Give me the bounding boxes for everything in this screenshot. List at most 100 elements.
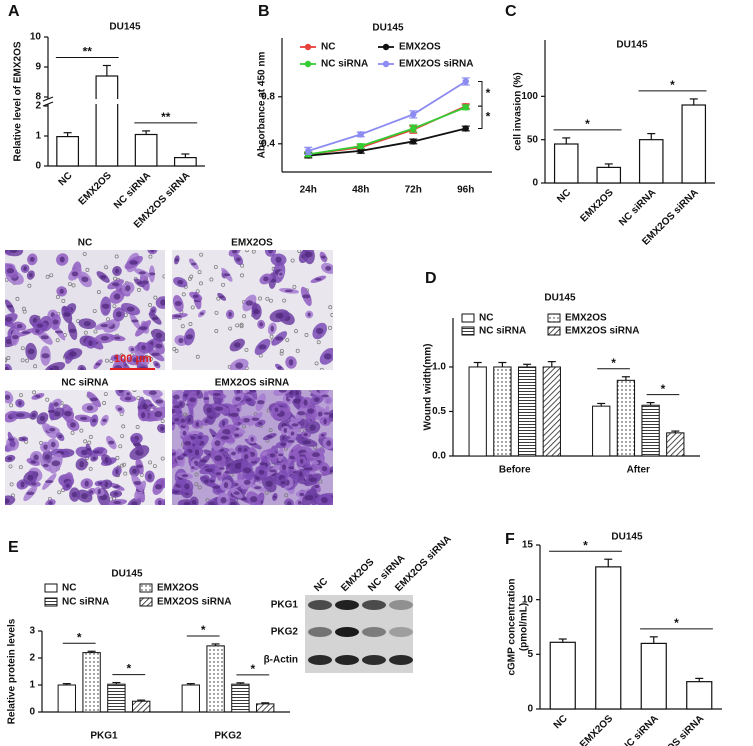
nucleus — [112, 282, 120, 287]
nucleus — [35, 328, 40, 334]
nucleus — [263, 276, 269, 282]
pore — [304, 332, 309, 337]
nucleus — [102, 418, 107, 423]
nucleus — [302, 440, 312, 445]
nucleus — [297, 500, 302, 505]
bar — [681, 104, 707, 184]
nucleus — [220, 497, 227, 504]
significance-label: * — [250, 662, 255, 676]
nucleus — [59, 256, 65, 263]
nucleus — [68, 328, 77, 333]
scale-bar-label: 100 μm — [114, 353, 152, 365]
y-axis-label: Relative level of EMX2OS — [13, 41, 24, 161]
nucleus — [155, 399, 164, 404]
nucleus — [138, 326, 148, 331]
blot-row-label: PKG2 — [271, 627, 299, 638]
pore — [120, 463, 125, 468]
nucleus — [180, 418, 186, 423]
nucleus — [113, 356, 118, 360]
point — [357, 131, 364, 138]
pore — [82, 251, 87, 256]
nucleus — [320, 496, 328, 504]
nucleus — [148, 404, 154, 407]
micrograph-label: EMX2OS — [231, 238, 273, 249]
nucleus — [113, 500, 122, 505]
pore — [119, 353, 124, 358]
x-tick-label: NC siRNA — [112, 170, 153, 211]
nucleus — [138, 271, 146, 275]
nucleus — [126, 306, 135, 312]
pore — [188, 322, 193, 326]
nucleus — [97, 488, 101, 495]
nucleus — [323, 353, 332, 360]
nucleus — [65, 483, 70, 488]
nucleus — [9, 250, 18, 254]
y-tick-label: 100 — [521, 91, 538, 102]
bar — [542, 366, 561, 457]
pore — [18, 465, 23, 470]
nucleus — [174, 301, 182, 306]
y-tick-label: 3 — [29, 626, 35, 637]
nucleus — [177, 279, 184, 285]
nucleus — [92, 456, 96, 460]
nucleus — [155, 332, 163, 339]
x-tick-label: EMX2OS — [578, 187, 615, 224]
nucleus — [16, 413, 25, 418]
x-tick-label: EMX2OS — [578, 713, 615, 746]
y-axis-label: (pmol/mL) — [519, 603, 530, 651]
axis-break-gap — [42, 99, 205, 104]
pore — [180, 324, 185, 329]
y-tick-label: 8 — [35, 92, 41, 103]
legend-swatch — [547, 326, 561, 336]
nucleus — [248, 390, 257, 393]
pore — [284, 493, 289, 498]
blot-band — [389, 600, 413, 610]
nucleus — [215, 472, 222, 476]
nucleus — [299, 492, 305, 497]
bar — [82, 652, 101, 713]
panel-label: E — [8, 539, 19, 556]
pore — [120, 434, 125, 439]
nucleus — [58, 434, 63, 439]
nucleus — [53, 402, 59, 407]
nucleus — [205, 468, 214, 473]
legend-label: NC — [321, 42, 335, 53]
legend-label: NC — [479, 313, 493, 324]
significance-label: * — [674, 616, 679, 630]
micrograph-label: EMX2OS siRNA — [215, 378, 289, 389]
nucleus — [288, 466, 295, 469]
legend-swatch — [44, 597, 58, 607]
nucleus — [138, 355, 146, 361]
nucleus — [5, 394, 11, 400]
x-tick-label: NC siRNA — [620, 713, 661, 746]
nucleus — [129, 260, 138, 265]
nucleus — [212, 392, 221, 396]
legend-marker — [304, 43, 312, 51]
nucleus — [49, 367, 54, 370]
pore — [136, 287, 141, 292]
nucleus — [44, 454, 51, 460]
nucleus — [269, 469, 277, 473]
pore — [319, 367, 324, 370]
nucleus — [40, 335, 49, 340]
panel-label: D — [425, 270, 437, 287]
x-tick-label: Before — [499, 465, 531, 476]
y-axis-label: cell invasion (%) — [513, 72, 524, 150]
nucleus — [257, 421, 263, 425]
pore — [264, 490, 269, 495]
nucleus — [265, 480, 273, 487]
nucleus — [154, 484, 163, 490]
point — [305, 147, 312, 155]
pore — [114, 254, 119, 259]
nucleus — [130, 347, 135, 352]
pore — [6, 356, 11, 360]
pore — [112, 304, 117, 309]
pore — [181, 292, 186, 297]
significance-label: * — [611, 356, 616, 370]
bar — [595, 566, 622, 710]
micrograph — [172, 250, 333, 370]
nucleus — [118, 390, 124, 393]
nucleus — [257, 400, 265, 405]
pore — [104, 265, 109, 270]
blot-band — [308, 627, 332, 637]
